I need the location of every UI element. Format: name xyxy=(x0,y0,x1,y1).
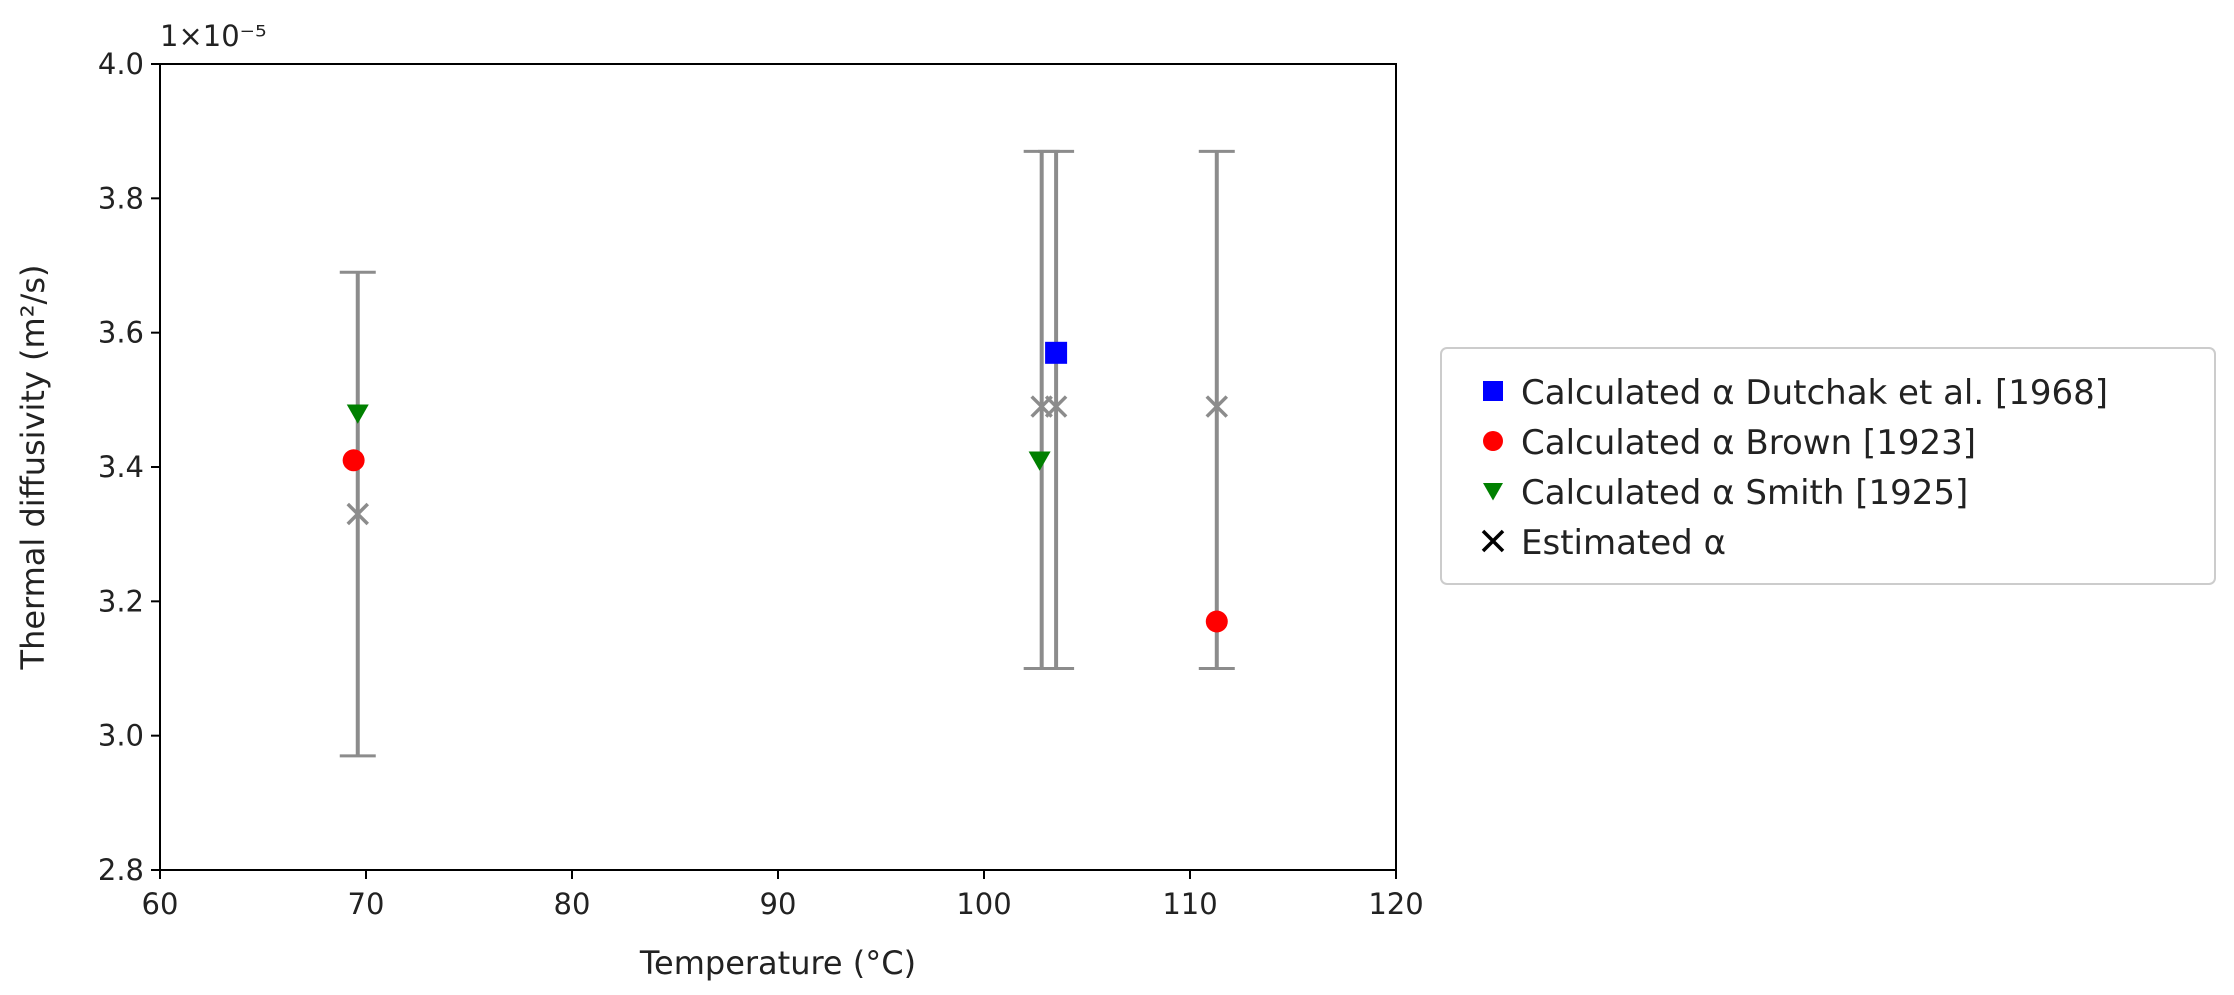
x-axis-ticks: 60 70 80 90 100 110 120 xyxy=(142,870,1424,921)
legend-marker xyxy=(1483,483,1503,501)
y-tick-label: 3.0 xyxy=(98,719,144,753)
legend-frame xyxy=(1440,347,2216,585)
error-bar xyxy=(1198,149,1235,670)
y-tick-label: 3.6 xyxy=(98,316,144,350)
y-tick-label: 3.4 xyxy=(98,450,144,484)
x-tick-label: 110 xyxy=(1162,887,1217,921)
data-point xyxy=(346,404,369,424)
y-axis-ticks: 2.8 3.0 3.2 3.4 3.6 3.8 4.0 xyxy=(98,47,160,887)
x-tick-label: 120 xyxy=(1368,887,1423,921)
legend-marker xyxy=(1483,431,1503,451)
y-axis-offset-label: 1×10⁻⁵ xyxy=(160,19,267,53)
legend-marker-stroke xyxy=(1481,529,1505,553)
legend-label: Calculated α Brown [1923] xyxy=(1521,423,1976,463)
y-tick-label: 2.8 xyxy=(98,853,144,887)
legend-marker xyxy=(1481,529,1505,553)
x-axis-label: Temperature (°C) xyxy=(639,944,916,982)
series-3 xyxy=(346,395,1229,526)
data-point xyxy=(1045,341,1068,364)
data-point-stroke xyxy=(1205,395,1229,418)
legend-item: Calculated α Dutchak et al. [1968] xyxy=(1483,373,2108,413)
data-point xyxy=(346,502,369,526)
legend-label: Calculated α Smith [1925] xyxy=(1521,473,1968,513)
legend-item: Calculated α Smith [1925] xyxy=(1483,473,1968,513)
series-1 xyxy=(342,449,1228,633)
data-point xyxy=(342,449,365,472)
data-point xyxy=(1028,451,1051,471)
y-tick-label: 4.0 xyxy=(98,47,144,81)
legend-label: Calculated α Dutchak et al. [1968] xyxy=(1521,373,2108,413)
data-point xyxy=(1205,395,1229,418)
plot-area xyxy=(159,63,1397,871)
y-axis-label: Thermal diffusivity (m²/s) xyxy=(14,265,52,671)
legend-marker xyxy=(1483,381,1503,401)
x-tick-label: 70 xyxy=(348,887,385,921)
x-tick-label: 60 xyxy=(142,887,179,921)
legend-item: Estimated α xyxy=(1481,523,1726,563)
series-0 xyxy=(1045,341,1068,364)
series-2 xyxy=(346,404,1051,471)
data-point xyxy=(1044,395,1068,418)
legend-item: Calculated α Brown [1923] xyxy=(1483,423,1976,463)
x-tick-label: 80 xyxy=(554,887,591,921)
data-point xyxy=(1205,610,1228,633)
x-tick-label: 90 xyxy=(760,887,797,921)
y-tick-label: 3.8 xyxy=(98,181,144,215)
legend: Calculated α Dutchak et al. [1968] Calcul… xyxy=(1440,347,2216,585)
data-point-stroke xyxy=(346,502,369,526)
data-marks xyxy=(339,149,1235,758)
y-tick-label: 3.2 xyxy=(98,584,144,618)
x-tick-label: 100 xyxy=(956,887,1011,921)
legend-label: Estimated α xyxy=(1521,523,1726,563)
data-point-stroke xyxy=(1044,395,1068,418)
error-bar xyxy=(1038,149,1075,670)
